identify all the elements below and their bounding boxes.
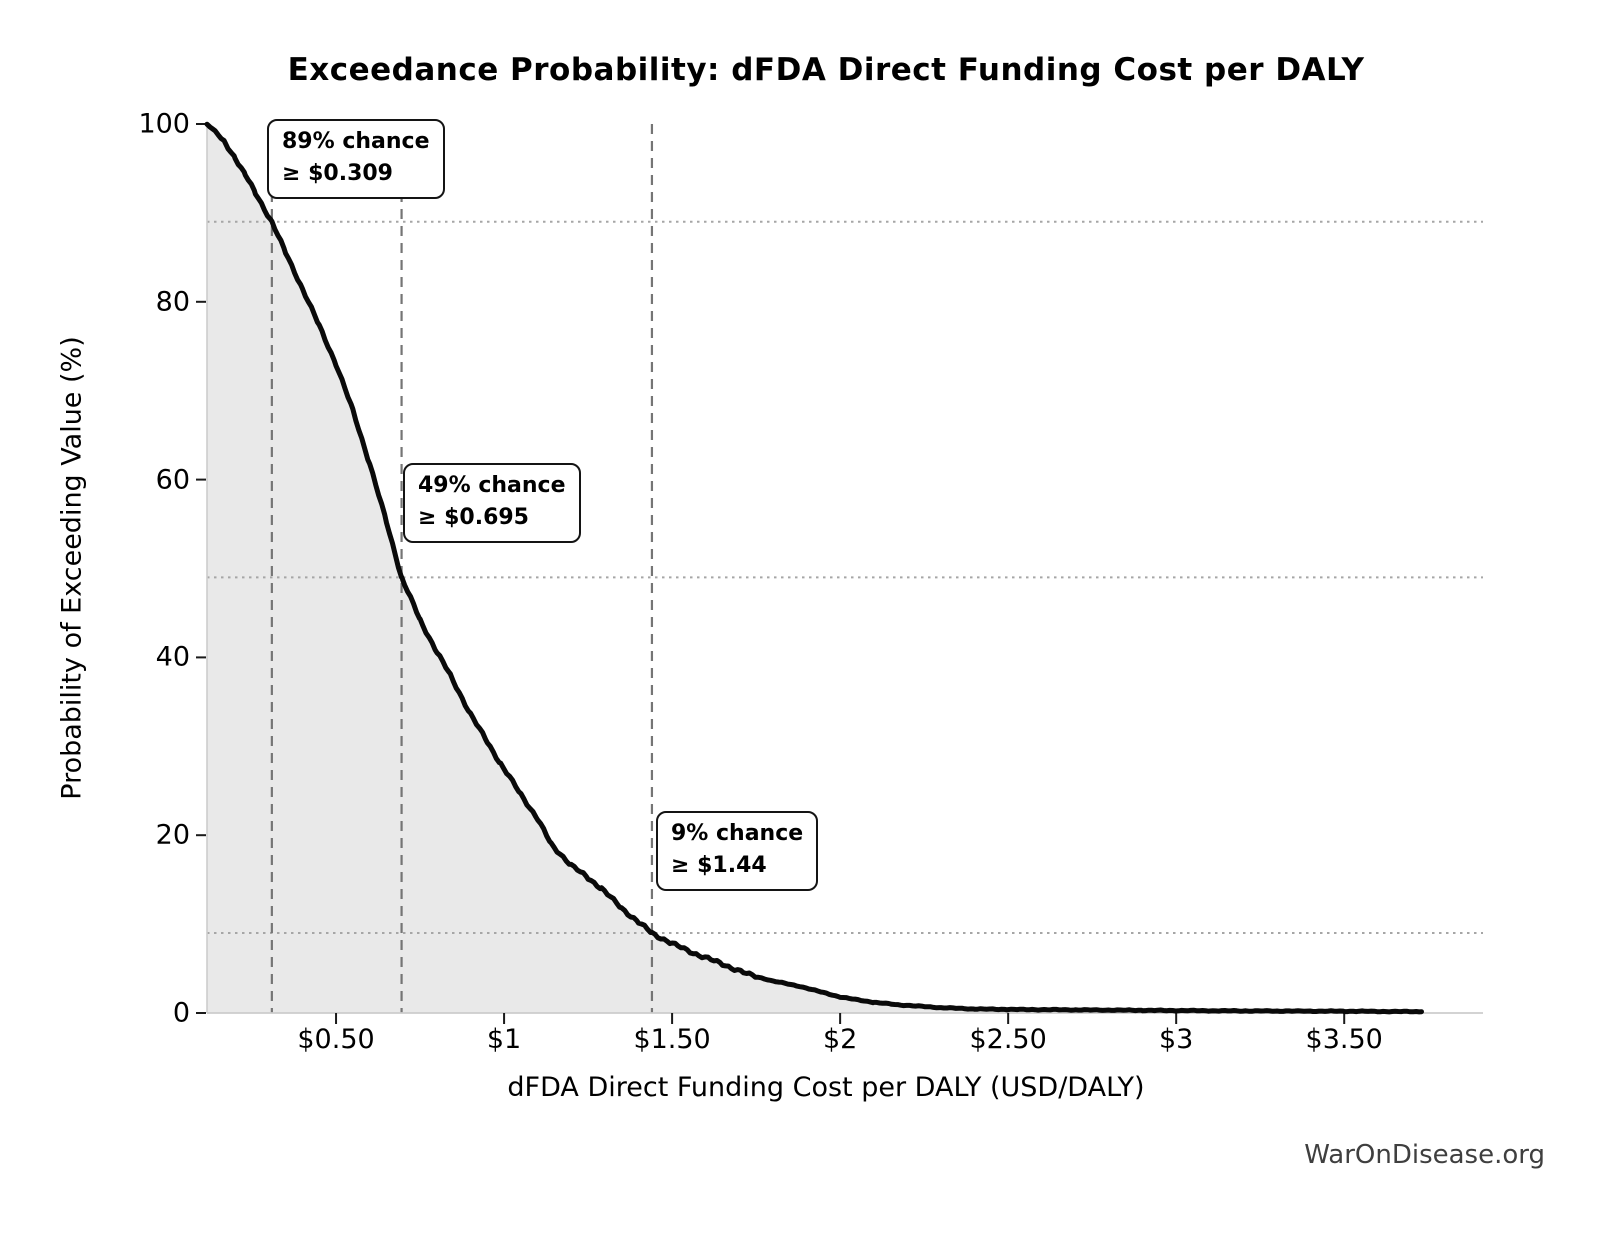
- x-tick-label: $2: [822, 1024, 858, 1055]
- x-tick-label: $2.50: [969, 1024, 1047, 1055]
- y-tick-label: 20: [155, 819, 190, 851]
- y-tick-label: 0: [172, 997, 190, 1029]
- y-tick-label: 40: [155, 641, 190, 673]
- y-axis-label: Probability of Exceeding Value (%): [56, 336, 88, 800]
- annotation-threshold-text: ≥ $0.695: [418, 504, 529, 530]
- annotation-box: 49% chance ≥ $0.695: [403, 463, 581, 543]
- annotation-chance-text: 9% chance: [671, 821, 804, 846]
- annotation-chance-text: 49% chance: [418, 473, 566, 498]
- x-tick-label: $1.50: [633, 1024, 711, 1055]
- y-tick-label: 100: [138, 108, 190, 140]
- y-tick-label: 80: [155, 286, 190, 318]
- x-tick-label: $3: [1158, 1024, 1194, 1055]
- x-tick-label: $1: [486, 1024, 522, 1055]
- exceedance-curve: [204, 121, 1424, 1015]
- chart-title: Exceedance Probability: dFDA Direct Fund…: [287, 52, 1365, 88]
- x-axis-label: dFDA Direct Funding Cost per DALY (USD/D…: [507, 1072, 1145, 1103]
- annotation-box: 89% chance ≥ $0.309: [267, 119, 445, 199]
- x-tick-label: $0.50: [297, 1024, 375, 1055]
- annotation-threshold-text: ≥ $1.44: [671, 852, 767, 878]
- area-fill: [207, 124, 1422, 1013]
- annotation-threshold-text: ≥ $0.309: [282, 160, 393, 186]
- y-tick-label: 60: [155, 464, 190, 496]
- watermark-text: WarOnDisease.org: [1304, 1140, 1545, 1170]
- annotation-box: 9% chance ≥ $1.44: [656, 811, 819, 891]
- x-tick-label: $3.50: [1305, 1024, 1383, 1055]
- annotation-chance-text: 89% chance: [282, 129, 430, 154]
